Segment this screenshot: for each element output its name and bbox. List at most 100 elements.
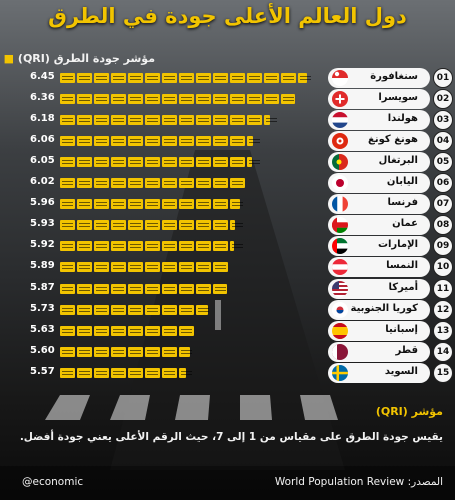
bar-segment — [162, 94, 177, 105]
bar-segment — [94, 115, 109, 126]
bar-segment — [111, 283, 126, 294]
bar-row: 5.92 الإمارات 09 — [0, 236, 455, 257]
bar-segment — [94, 346, 109, 357]
bar-segment — [162, 199, 177, 210]
bar-segment — [196, 241, 211, 252]
bar-segment — [111, 136, 126, 147]
bar-segment — [77, 115, 92, 126]
bar-segment — [230, 220, 245, 231]
bar-segment — [60, 73, 75, 83]
bar-segment — [179, 346, 193, 357]
bar-segment — [162, 283, 177, 294]
bar-segment — [94, 199, 109, 210]
bar-segment — [298, 73, 311, 83]
switzerland-flag — [332, 91, 348, 108]
rank-badge: 02 — [433, 89, 453, 110]
value-label: 5.96 — [30, 197, 55, 209]
bar-segment — [60, 241, 75, 252]
bar-segment — [60, 115, 75, 126]
bar-segment — [145, 178, 160, 189]
country-pill: النمسا — [328, 257, 430, 278]
bar-segment — [77, 94, 92, 105]
bar-segment — [128, 178, 143, 189]
bar-segment — [77, 367, 92, 378]
value-label: 6.45 — [30, 71, 55, 82]
bar-row: 5.96 فرنسا 07 — [0, 194, 455, 215]
bar-segment — [111, 199, 126, 210]
bar-segment — [145, 283, 160, 294]
bar-segment — [94, 283, 109, 294]
bar-segment — [179, 178, 194, 189]
bar-segment — [230, 115, 245, 126]
rank-badge: 15 — [433, 362, 453, 383]
bar-segment — [162, 220, 177, 231]
country-name: سنغافورة — [370, 71, 418, 82]
bar-segment — [60, 304, 75, 315]
bar-segment — [77, 157, 92, 168]
bar-segment — [213, 178, 228, 189]
bar-segment — [60, 136, 75, 147]
bar-segment — [196, 283, 211, 294]
bar-row: 6.06 هونغ كونغ 04 — [0, 131, 455, 152]
bar-segment — [179, 115, 194, 126]
rank-badge: 11 — [433, 278, 453, 299]
bar-segment — [230, 157, 245, 168]
rank-badge: 13 — [433, 320, 453, 341]
bar-segment — [128, 115, 143, 126]
bar-segment — [111, 157, 126, 168]
bar-segment — [128, 220, 143, 231]
bar-segment — [128, 262, 143, 273]
value-label: 6.36 — [30, 92, 55, 104]
bar-segment — [94, 241, 109, 252]
bar-segment — [196, 178, 211, 189]
note-title: مؤشر (QRI) — [375, 405, 443, 418]
bar-segment — [162, 136, 177, 147]
country-pill: هونغ كونغ — [328, 131, 430, 152]
rank-badge: 07 — [433, 194, 453, 215]
bar-segment — [128, 241, 143, 252]
value-label: 6.05 — [30, 155, 55, 167]
bar-segment — [94, 178, 109, 189]
bar-segment — [213, 73, 228, 83]
bar-segment — [94, 94, 109, 105]
bar-segment — [60, 283, 75, 294]
rank-badge: 01 — [433, 68, 453, 88]
bar-segment — [60, 199, 75, 210]
bar-segment — [145, 367, 160, 378]
bar-segment — [213, 220, 228, 231]
bar-segment — [162, 304, 177, 315]
value-label: 5.63 — [30, 323, 55, 335]
bar-segment — [196, 136, 211, 147]
japan-flag — [332, 175, 348, 192]
bar-segment — [230, 136, 245, 147]
bar-row: 5.63 إسبانيا 13 — [0, 320, 455, 341]
bar-segment — [77, 178, 92, 189]
bar-row: 6.05 البرتغال 05 — [0, 152, 455, 173]
bar-segment — [162, 346, 177, 357]
bar-segment — [128, 136, 143, 147]
bar-segment — [77, 262, 92, 273]
bar-segment — [60, 262, 75, 273]
bar-segment — [111, 73, 126, 83]
uae-flag — [332, 238, 348, 255]
bar-segment — [111, 304, 126, 315]
subtitle-bullet: ■ — [3, 52, 15, 65]
bar — [60, 262, 230, 273]
bar-segment — [213, 115, 228, 126]
bar — [60, 73, 311, 83]
country-pill: الإمارات — [328, 236, 430, 257]
bar-segment — [196, 304, 209, 315]
bar-segment — [179, 304, 194, 315]
subtitle-text: مؤشر جودة الطرق (QRI) — [17, 52, 155, 65]
bar-segment — [111, 220, 126, 231]
country-name: السويد — [384, 365, 418, 377]
bar — [60, 325, 194, 336]
bar-segment — [230, 241, 244, 252]
value-label: 5.87 — [30, 281, 55, 293]
bar-segment — [247, 115, 262, 126]
country-name: اليابان — [386, 176, 418, 188]
country-pill: أميركا — [328, 278, 430, 299]
value-label: 5.57 — [30, 365, 55, 377]
country-name: كوريا الجنوبية — [350, 302, 418, 314]
